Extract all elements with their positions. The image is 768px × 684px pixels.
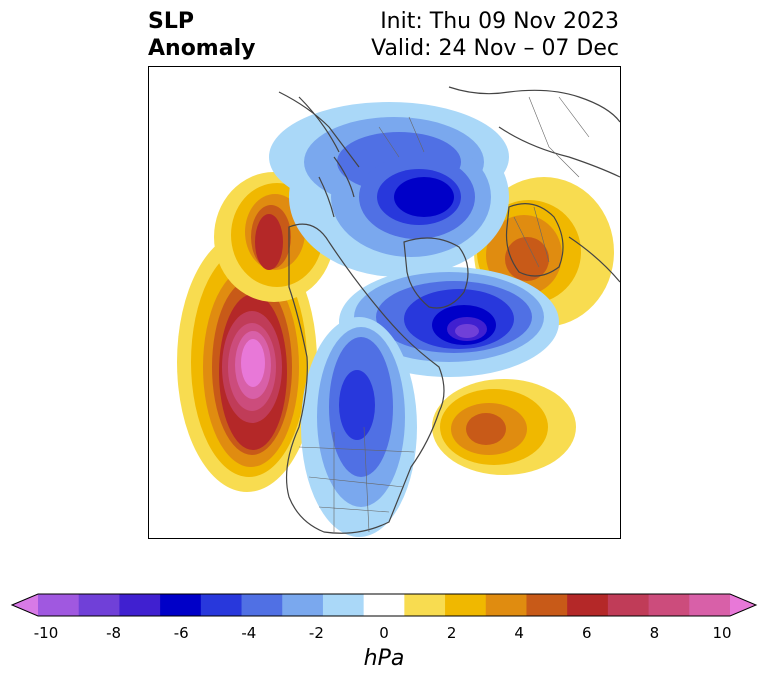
anomaly-map: [148, 66, 621, 539]
colorbar: [10, 590, 758, 624]
colorbar-tick-label: -8: [106, 624, 122, 642]
colorbar-tick-label: 8: [649, 624, 660, 642]
colorbar-segment: [160, 594, 202, 616]
colorbar-segment: [241, 594, 283, 616]
title-variable-sub: Anomaly: [148, 36, 256, 61]
valid-period-label: Valid: 24 Nov – 07 Dec: [371, 36, 619, 61]
colorbar-segment: [567, 594, 609, 616]
colorbar-outline: [10, 593, 758, 617]
colorbar-segment: [404, 594, 446, 616]
colorbar-segment: [200, 594, 243, 616]
colorbar-segment: [648, 594, 690, 616]
colorbar-tick-label: -6: [173, 624, 189, 642]
colorbar-extend-min: [12, 594, 38, 616]
colorbar-tick-label: 2: [446, 624, 457, 642]
colorbar-segment: [322, 594, 365, 616]
colorbar-segment: [38, 594, 80, 616]
negative-anomaly-north-america: [301, 317, 417, 537]
colorbar-tick-label: 10: [712, 624, 732, 642]
colorbar-unit-label: hPa: [363, 646, 405, 671]
colorbar-segment: [689, 594, 731, 616]
colorbar-segment: [363, 594, 405, 616]
init-time-label: Init: Thu 09 Nov 2023: [380, 9, 619, 34]
colorbar-svg: [10, 593, 758, 617]
colorbar-segment: [282, 594, 324, 616]
chart-title-left: SLP Anomaly: [148, 8, 255, 62]
map-canvas: [177, 86, 620, 537]
colorbar-tick-label: -10: [33, 624, 59, 642]
title-variable: SLP: [148, 9, 194, 34]
chart-title-right: Init: Thu 09 Nov 2023 Valid: 24 Nov – 07…: [371, 8, 619, 62]
positive-anomaly-atlantic: [432, 379, 576, 475]
colorbar-tick-label: -4: [241, 624, 257, 642]
colorbar-segment: [485, 594, 527, 616]
colorbar-segment: [78, 594, 120, 616]
colorbar-tick-label: 0: [379, 624, 389, 642]
colorbar-tick-label: 6: [582, 624, 592, 642]
colorbar-segment: [607, 594, 650, 616]
land-outlines: [278, 86, 620, 534]
colorbar-segment: [119, 594, 161, 616]
colorbar-tick-label: 4: [514, 624, 524, 642]
political-borders: [298, 96, 590, 533]
colorbar-tick-label: -2: [308, 624, 324, 642]
colorbar-extend-max: [730, 594, 756, 616]
colorbar-segment: [445, 594, 487, 616]
negative-anomaly-arctic: [269, 102, 509, 277]
colorbar-segment: [526, 594, 568, 616]
